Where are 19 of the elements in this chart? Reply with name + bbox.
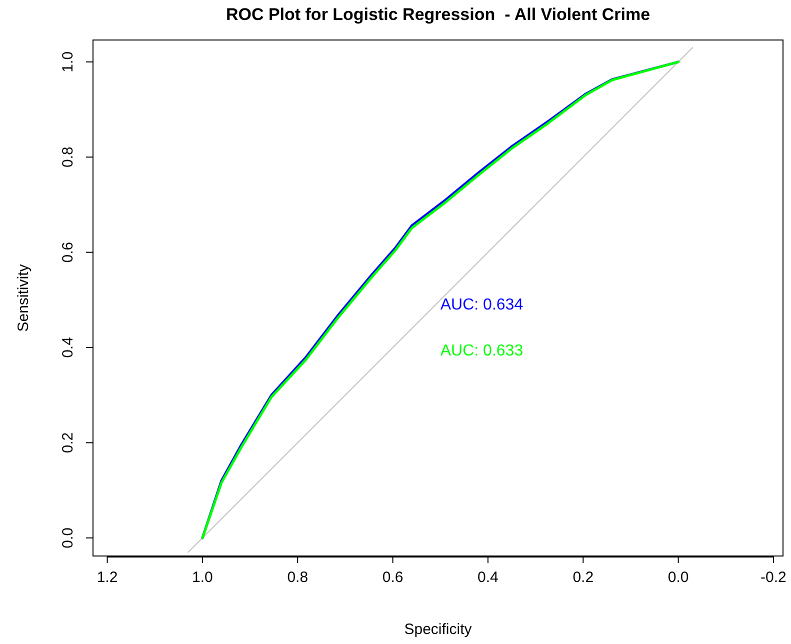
x-tick-label: 0.2 — [572, 569, 594, 586]
annotation: AUC: 0.634 — [440, 296, 524, 314]
y-tick-label: 0.0 — [60, 527, 76, 548]
y-axis-title: Sensitivity — [15, 264, 32, 332]
x-tick-label: 0.0 — [668, 569, 689, 586]
x-tick-label: -0.2 — [760, 569, 786, 586]
y-tick-label: 0.8 — [60, 146, 76, 168]
x-tick-label: 0.8 — [287, 569, 308, 586]
x-axis-title: Specificity — [404, 621, 472, 638]
x-tick-label: 1.2 — [96, 569, 118, 586]
y-tick-label: 0.4 — [60, 337, 76, 358]
y-tick-label: 0.2 — [60, 432, 76, 454]
annotation: AUC: 0.633 — [440, 342, 524, 360]
y-tick-label: 0.6 — [60, 242, 76, 263]
chart-title: ROC Plot for Logistic Regression - All Violent Crime — [226, 5, 650, 24]
x-tick-label: 1.0 — [192, 569, 213, 586]
x-tick-label: 0.4 — [478, 569, 498, 586]
x-tick-label: 0.6 — [382, 569, 404, 586]
y-tick-label: 1.0 — [60, 51, 76, 72]
